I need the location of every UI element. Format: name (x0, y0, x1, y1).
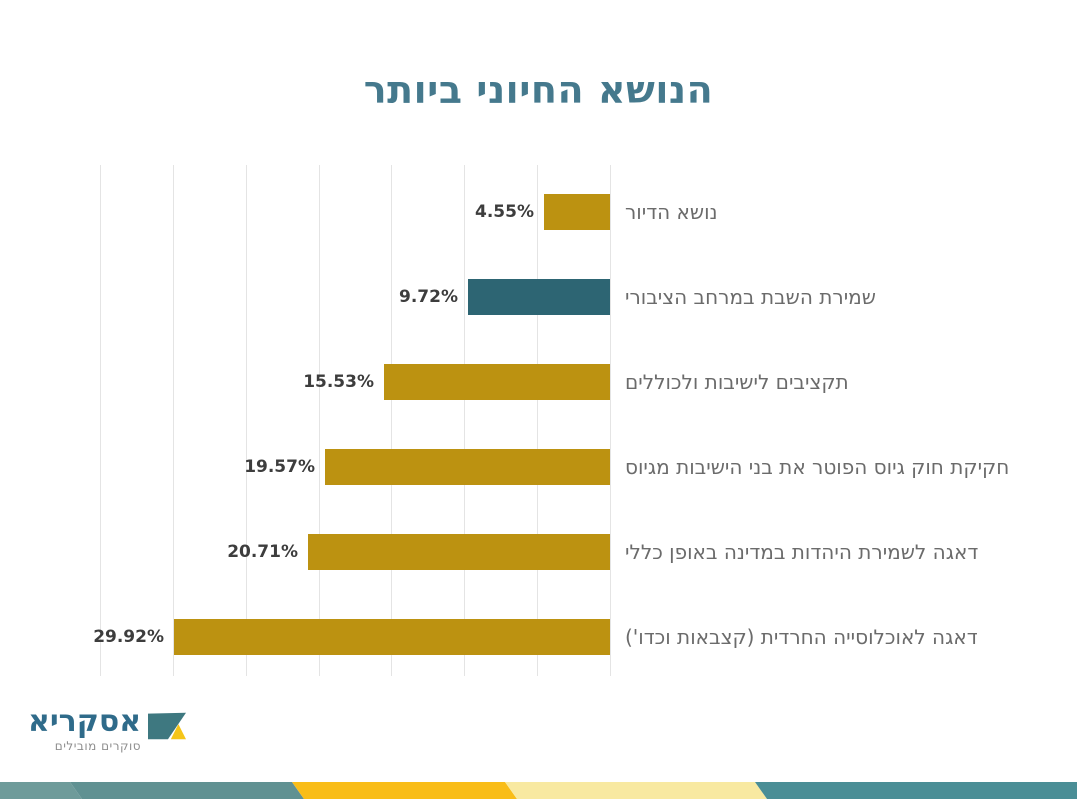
bar-4 (308, 534, 610, 570)
bar-0 (544, 194, 610, 230)
value-label-4: 20.71% (227, 542, 298, 562)
chart-title: הנושא החיוני ביותר (363, 68, 714, 112)
category-label-0: נושא הדיור (625, 200, 718, 224)
stripe-segment-teal-dark (755, 782, 1077, 799)
value-label-0: 4.55% (475, 202, 534, 222)
bar-2 (384, 364, 610, 400)
gridline (318, 165, 320, 676)
logo-text-block: אסקריא סוקרים מובילים (28, 705, 141, 753)
flag-icon (148, 712, 187, 740)
bar-3 (325, 449, 610, 485)
bar-1 (468, 279, 610, 315)
category-label-2: תקציבים לישיבות ולכוללים (625, 370, 849, 394)
gridline (245, 165, 247, 676)
category-label-1: שמירת השבת במרחב הציבורי (625, 285, 876, 309)
value-label-3: 19.57% (244, 457, 315, 477)
footer-stripe (0, 782, 1077, 799)
value-label-5: 29.92% (93, 627, 164, 647)
bar-5 (174, 619, 610, 655)
category-label-3: חקיקת חוק גיוס הפוטר את בני הישיבות מגיו… (625, 455, 1010, 479)
company-logo: אסקריא סוקרים מובילים (28, 705, 187, 753)
gridline (391, 165, 393, 676)
gridline (464, 165, 466, 676)
stripe-segment-teal-light (0, 782, 82, 799)
gridline (610, 165, 611, 676)
category-label-5: דאגה לאוכלוסייה החרדית (קצבאות וכדו') (625, 625, 978, 649)
stripe-segment-pale-yellow (505, 782, 767, 799)
stripe-segment-teal-mid (70, 782, 304, 799)
gridline (537, 165, 539, 676)
category-label-4: דאגה לשמירת היהדות במדינה באופן כללי (625, 540, 979, 564)
flag-icon-teal-shape (148, 712, 187, 740)
gridline (172, 165, 174, 676)
flag-icon-yellow-shape (170, 724, 187, 740)
logo-tagline: סוקרים מובילים (54, 739, 142, 753)
value-label-2: 15.53% (303, 372, 374, 392)
logo-name: אסקריא (28, 704, 142, 739)
stripe-segment-gold (292, 782, 517, 799)
gridline (100, 165, 101, 676)
value-label-1: 9.72% (399, 287, 458, 307)
